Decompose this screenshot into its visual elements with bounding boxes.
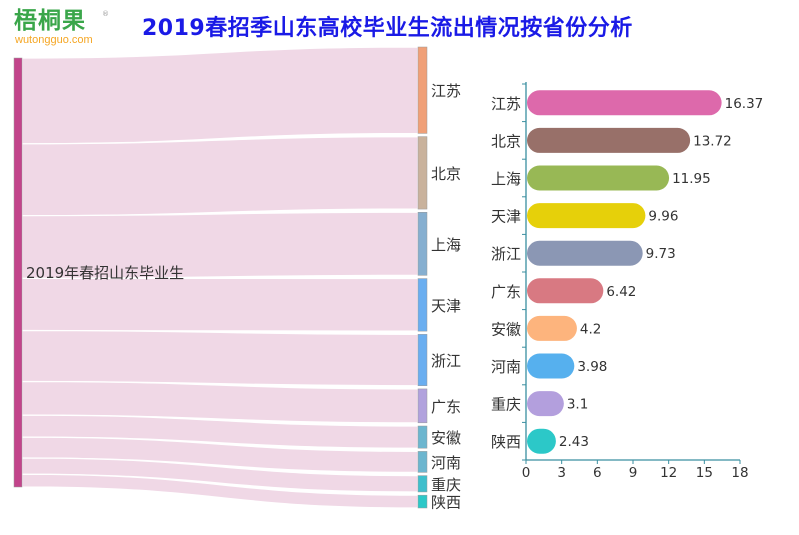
sankey-target-node	[417, 212, 428, 276]
sankey-link	[21, 136, 419, 217]
bar-value-label: 3.98	[577, 359, 607, 375]
bar-value-label: 2.43	[559, 434, 589, 450]
sankey-target-node	[417, 475, 428, 493]
x-tick-label: 6	[593, 465, 602, 481]
page-title: 2019春招季山东高校毕业生流出情况按省份分析	[142, 16, 633, 41]
bar-category-label: 天津	[491, 208, 521, 226]
bar-value-label: 9.96	[648, 209, 678, 225]
bar	[527, 240, 643, 266]
bar-value-label: 11.95	[672, 171, 711, 187]
logo: 梧桐果 ® wutongguo.com	[14, 8, 109, 46]
sankey-target-node	[417, 334, 428, 386]
bar-value-label: 6.42	[606, 284, 636, 300]
bar-category-label: 陕西	[491, 433, 521, 451]
bar-category-label: 广东	[491, 283, 521, 301]
bar-category-label: 河南	[491, 358, 521, 376]
sankey-target-label: 广东	[431, 398, 461, 416]
logo-text-en: wutongguo.com	[15, 34, 93, 46]
bar	[527, 90, 722, 116]
x-tick-label: 12	[660, 465, 677, 481]
bar	[527, 127, 691, 153]
x-tick-label: 15	[696, 465, 713, 481]
bar-category-label: 安徽	[491, 320, 521, 338]
sankey-source-label: 2019年春招山东毕业生	[26, 264, 184, 282]
x-tick-label: 3	[557, 465, 566, 481]
sankey-link	[21, 277, 419, 332]
x-tick-label: 9	[629, 465, 638, 481]
sankey-target-label: 上海	[431, 236, 461, 254]
sankey-target-node	[417, 278, 428, 332]
bar-category-label: 重庆	[491, 396, 521, 414]
sankey-target-label: 重庆	[431, 476, 461, 494]
bar-value-label: 4.2	[580, 321, 601, 337]
x-tick-label: 0	[522, 465, 531, 481]
sankey-source-node	[13, 57, 23, 488]
bar-category-label: 上海	[491, 170, 521, 188]
sankey-target-label: 天津	[431, 297, 461, 315]
sankey-target-label: 北京	[431, 165, 461, 183]
sankey-target-node	[417, 388, 428, 424]
bar	[527, 278, 604, 304]
bar	[527, 315, 577, 341]
sankey-target-label: 陕西	[431, 494, 461, 512]
bar-chart: 江苏 16.37 北京 13.72 上海 11.95 天津 9.96 浙江 9.73 广东 6.42 安…	[491, 82, 763, 481]
bar	[527, 203, 646, 229]
bar-value-label: 16.37	[725, 96, 764, 112]
sankey-target-node	[417, 136, 428, 210]
bar-value-label: 13.72	[693, 133, 732, 149]
sankey-target-label: 河南	[431, 454, 461, 472]
sankey-link	[21, 329, 419, 387]
sankey-target-label: 安徽	[431, 429, 461, 447]
bar-category-label: 江苏	[491, 95, 521, 113]
bar	[527, 391, 564, 417]
sankey-target-node	[417, 46, 428, 134]
sankey-target-label: 浙江	[431, 352, 461, 370]
registered-mark: ®	[102, 10, 109, 18]
bar	[527, 353, 575, 379]
bar-category-label: 浙江	[491, 245, 521, 263]
bar	[527, 165, 670, 191]
bar-value-label: 9.73	[646, 246, 676, 262]
logo-text-cn: 梧桐果	[14, 8, 86, 34]
sankey-link	[21, 46, 419, 145]
sankey-target-label: 江苏	[431, 82, 461, 100]
sankey-target-node	[417, 425, 428, 449]
bar	[527, 428, 556, 454]
bar-category-label: 北京	[491, 132, 521, 150]
sankey-target-node	[417, 451, 428, 473]
x-tick-label: 18	[731, 465, 748, 481]
sankey-target-node	[417, 494, 428, 509]
bar-value-label: 3.1	[567, 397, 588, 413]
